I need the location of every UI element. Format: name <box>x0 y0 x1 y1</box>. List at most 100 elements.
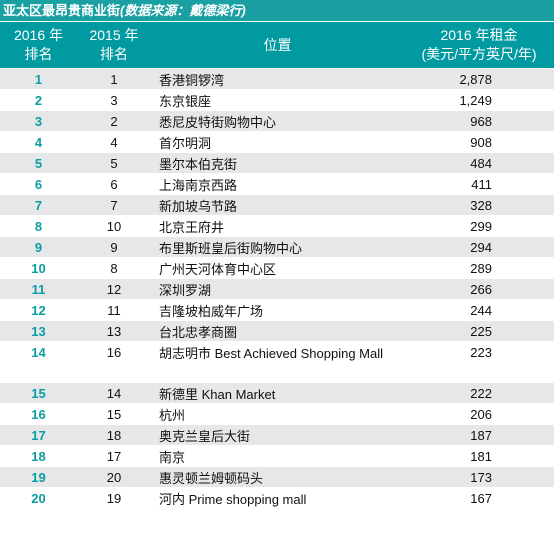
table-row: 6 6 上海南京西路 411 <box>0 173 554 194</box>
rent-cell: 181 <box>470 449 492 464</box>
rank-2016-cell: 20 <box>31 491 46 506</box>
rent-cell: 173 <box>470 470 492 485</box>
rank-2015-cell: 10 <box>106 219 122 234</box>
rank-2016-cell: 14 <box>31 345 46 360</box>
rank-2016-cell: 2 <box>34 93 43 108</box>
header-rank-2015-line2: 排名 <box>100 46 128 62</box>
table-row: 4 4 首尔明洞 908 <box>0 131 554 152</box>
rent-cell: 328 <box>470 198 492 213</box>
rent-cell: 908 <box>470 135 492 150</box>
rank-2016-cell: 4 <box>34 135 43 150</box>
title-source: (数据来源：戴德梁行) <box>120 3 246 18</box>
rent-cell: 222 <box>470 386 492 401</box>
rank-2015-cell: 19 <box>106 491 122 506</box>
location-cell: 奥克兰皇后大街 <box>159 429 251 444</box>
rank-2015-cell: 20 <box>106 470 122 485</box>
rent-cell: 244 <box>470 303 492 318</box>
location-cell: 广州天河体育中心区 <box>159 262 277 277</box>
table-row: 5 5 墨尔本伯克街 484 <box>0 152 554 173</box>
rank-2016-cell: 19 <box>31 470 46 485</box>
rent-cell: 2,878 <box>459 72 492 87</box>
rent-cell: 223 <box>470 345 492 360</box>
header-rank-2016-line2: 排名 <box>24 46 53 62</box>
rank-2015-cell: 4 <box>110 135 118 150</box>
table-row: 18 17 南京 181 <box>0 445 554 466</box>
table-row: 9 9 布里斯班皇后街购物中心 294 <box>0 236 554 257</box>
table-row: 19 20 惠灵顿兰姆顿码头 173 <box>0 466 554 487</box>
table-body: 1 1 香港铜锣湾 2,878 2 3 东京银座 1,249 3 2 悉尼皮特街购物中心 968 4 4 首… <box>0 68 554 508</box>
rank-2016-cell: 3 <box>34 114 43 129</box>
rank-2016-cell: 13 <box>31 324 46 339</box>
rent-cell: 294 <box>470 240 492 255</box>
rank-2016-cell: 16 <box>31 407 46 422</box>
location-cell: 上海南京西路 <box>159 178 238 193</box>
rank-2016-cell: 18 <box>31 449 46 464</box>
table-row: 11 12 深圳罗湖 266 <box>0 278 554 299</box>
rent-cell: 167 <box>470 491 492 506</box>
rent-cell: 411 <box>471 177 492 192</box>
rank-2015-cell: 7 <box>110 198 118 213</box>
rent-cell: 299 <box>470 219 492 234</box>
location-cell: 新加坡乌节路 <box>159 199 238 214</box>
location-cell: 惠灵顿兰姆顿码头 <box>159 471 264 486</box>
rent-cell: 206 <box>470 407 492 422</box>
rank-2016-cell: 11 <box>31 282 46 297</box>
table-row: 15 14 新德里 Khan Market 222 <box>0 382 554 403</box>
table-row: 2 3 东京银座 1,249 <box>0 89 554 110</box>
header-rent-line2: (美元/平方英尺/年) <box>421 46 537 62</box>
location-cell: 新德里 Khan Market <box>159 387 276 402</box>
rank-2015-cell: 13 <box>106 324 122 339</box>
table-row: 16 15 杭州 206 <box>0 403 554 424</box>
rank-2016-cell: 10 <box>31 261 46 276</box>
table-row: 3 2 悉尼皮特街购物中心 968 <box>0 110 554 131</box>
table-header: 2016 年 排名 2015 年 排名 位置 2016 年租金 (美元/平方英尺… <box>0 21 554 68</box>
location-cell: 胡志明市 Best Achieved Shopping Mall <box>159 346 383 361</box>
location-cell: 深圳罗湖 <box>159 283 212 298</box>
table-row: 14 16 胡志明市 Best Achieved Shopping Mall 223 <box>0 341 554 382</box>
header-rent: 2016 年租金 (美元/平方英尺/年) <box>404 22 554 68</box>
rank-2016-cell: 7 <box>34 198 43 213</box>
rank-2015-cell: 14 <box>106 386 122 401</box>
header-rank-2015-line1: 2015 年 <box>89 27 139 43</box>
rank-2015-cell: 8 <box>110 261 118 276</box>
rent-cell: 484 <box>470 156 492 171</box>
rank-2016-cell: 1 <box>34 72 43 87</box>
location-cell: 首尔明洞 <box>159 136 212 151</box>
rank-2015-cell: 17 <box>106 449 122 464</box>
rent-cell: 968 <box>470 114 492 129</box>
rent-cell: 1,249 <box>459 93 492 108</box>
rent-cell: 266 <box>470 282 492 297</box>
rank-2016-cell: 15 <box>31 386 46 401</box>
location-cell: 香港铜锣湾 <box>159 73 225 88</box>
rank-2015-cell: 9 <box>110 240 118 255</box>
header-location-label: 位置 <box>263 36 292 53</box>
header-rank-2015: 2015 年 排名 <box>77 22 151 68</box>
title-main: 亚太区最昂贵商业街 <box>3 3 121 18</box>
location-cell: 悉尼皮特街购物中心 <box>159 115 277 130</box>
table-row: 1 1 香港铜锣湾 2,878 <box>0 68 554 89</box>
rank-2015-cell: 11 <box>107 303 121 318</box>
table-title: 亚太区最昂贵商业街(数据来源：戴德梁行) <box>0 0 554 21</box>
location-cell: 南京 <box>159 450 186 465</box>
header-rent-line1: 2016 年租金 <box>440 27 518 43</box>
location-cell: 杭州 <box>159 408 186 423</box>
table-row: 13 13 台北忠孝商圈 225 <box>0 320 554 341</box>
rank-2015-cell: 3 <box>110 93 118 108</box>
rank-2016-cell: 12 <box>31 303 46 318</box>
rank-2015-cell: 12 <box>106 282 122 297</box>
table-row: 12 11 吉隆坡柏威年广场 244 <box>0 299 554 320</box>
rent-cell: 187 <box>470 428 492 443</box>
rank-2016-cell: 17 <box>31 428 46 443</box>
rank-2015-cell: 15 <box>106 407 122 422</box>
table-row: 20 19 河内 Prime shopping mall 167 <box>0 487 554 508</box>
rank-2016-cell: 8 <box>34 219 43 234</box>
rent-cell: 289 <box>470 261 492 276</box>
header-rank-2016-line1: 2016 年 <box>13 27 64 43</box>
location-cell: 北京王府井 <box>159 220 225 235</box>
rank-2015-cell: 2 <box>110 114 118 129</box>
location-cell: 东京银座 <box>159 94 212 109</box>
rank-2015-cell: 1 <box>110 72 118 87</box>
location-cell: 吉隆坡柏威年广场 <box>159 304 264 319</box>
rank-2016-cell: 5 <box>34 156 43 171</box>
